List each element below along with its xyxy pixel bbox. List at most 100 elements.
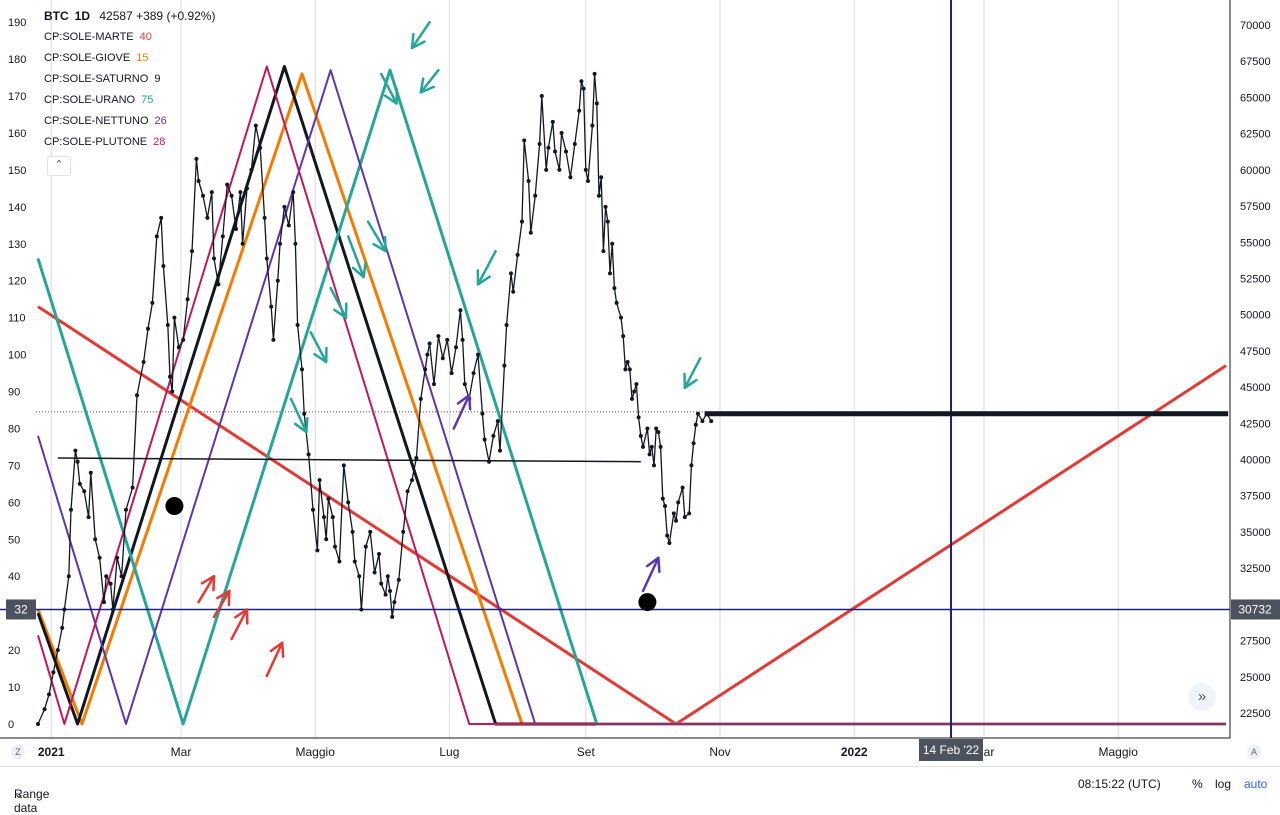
price-point <box>537 142 542 147</box>
price-point <box>471 371 476 376</box>
symbol-label[interactable]: BTC <box>44 9 69 23</box>
price-point <box>55 648 60 653</box>
price-point <box>676 500 681 505</box>
annotation-arrow-head <box>216 589 231 607</box>
price-point <box>579 79 584 84</box>
price-point <box>638 433 643 438</box>
left-axis-tick: 50 <box>8 534 20 546</box>
price-point <box>47 692 51 697</box>
price-point <box>636 415 641 420</box>
price-point <box>436 334 441 339</box>
scroll-to-realtime-button[interactable]: » <box>1188 683 1216 711</box>
price-point <box>539 94 544 99</box>
price-point <box>511 289 516 294</box>
price-point <box>383 592 388 597</box>
price-point <box>709 419 714 424</box>
percent-toggle[interactable]: % <box>1192 777 1203 791</box>
annotation-arrow-head <box>200 574 216 592</box>
log-toggle[interactable]: log <box>1215 777 1232 791</box>
right-axis-tick: 37500 <box>1240 491 1271 503</box>
annotation-arrow-shaft <box>419 68 440 94</box>
legend-item[interactable]: CP:SOLE-NETTUNO 26 <box>44 111 215 132</box>
price-point <box>693 422 698 427</box>
auto-scale-corner-button[interactable]: A <box>1247 745 1261 759</box>
price-point <box>168 374 172 379</box>
left-axis-marker-box <box>6 599 36 620</box>
right-axis-tick: 35000 <box>1240 527 1271 539</box>
right-axis-tick: 55000 <box>1240 237 1271 249</box>
price-point <box>341 463 346 468</box>
price-point <box>60 625 65 630</box>
price-point <box>249 167 254 172</box>
price-point <box>119 574 124 579</box>
annotation-arrow-shaft <box>452 393 471 430</box>
left-axis-tick: 100 <box>8 350 26 362</box>
chart-canvas[interactable]: 0102030405060708090100110120130140150160… <box>0 0 1280 766</box>
right-axis-tick: 70000 <box>1240 20 1271 32</box>
price-point <box>401 529 406 534</box>
annotation-arrow-shaft <box>230 608 249 641</box>
price-point <box>592 71 597 76</box>
price-point <box>170 389 175 394</box>
left-axis-tick: 110 <box>8 313 26 325</box>
price-point <box>625 359 630 364</box>
annotation-arrow-shaft <box>379 72 398 105</box>
price-point <box>150 300 155 305</box>
right-axis-tick: 47500 <box>1240 346 1271 358</box>
auto-toggle[interactable]: auto <box>1244 777 1268 791</box>
price-point <box>641 444 645 449</box>
price-point <box>630 396 634 401</box>
support-trendline <box>57 457 641 463</box>
price-point <box>649 444 654 449</box>
price-point <box>306 452 311 457</box>
price-point <box>553 149 557 154</box>
oscillator-line <box>37 65 1226 725</box>
price-point <box>495 419 500 424</box>
price-point <box>577 108 582 113</box>
price-point <box>559 130 564 135</box>
price-point <box>245 186 249 191</box>
collapse-legend-button[interactable]: ⌃ <box>47 156 71 176</box>
legend-item[interactable]: CP:SOLE-URANO 75 <box>44 90 215 111</box>
price-point <box>460 337 465 342</box>
price-point <box>159 215 164 220</box>
legend-item[interactable]: CP:SOLE-SATURNO 9 <box>44 69 215 90</box>
right-axis-tick: 57500 <box>1240 201 1271 213</box>
annotation-arrow-head <box>476 269 491 286</box>
price-point <box>504 323 509 328</box>
annotation-arrow-head <box>410 32 426 50</box>
price-point <box>82 489 87 494</box>
price-point <box>379 581 384 586</box>
timezone-corner-button[interactable]: Z <box>11 745 25 759</box>
right-axis-tick: 60000 <box>1240 165 1271 177</box>
price-point <box>115 555 120 560</box>
price-point <box>172 315 177 320</box>
legend-item[interactable]: CP:SOLE-PLUTONE 28 <box>44 132 215 153</box>
price-point <box>97 555 102 560</box>
annotation-arrow-head <box>372 235 387 253</box>
price-point <box>502 363 507 368</box>
price-point <box>93 537 98 542</box>
price-point <box>605 219 610 224</box>
price-point <box>568 175 573 180</box>
price-point <box>275 278 280 283</box>
annotation-arrow-head <box>419 77 435 94</box>
right-axis-tick: 42500 <box>1240 418 1271 430</box>
price-point <box>586 178 590 183</box>
right-axis-tick: 52500 <box>1240 273 1271 285</box>
annotation-arrow-shaft <box>476 249 497 286</box>
price-point <box>269 304 274 309</box>
price-point <box>634 382 639 387</box>
price-point <box>62 607 67 612</box>
price-point <box>526 178 531 183</box>
legend-item-value: 28 <box>153 136 166 148</box>
interval-label[interactable]: 1D <box>74 9 91 23</box>
price-point <box>557 167 562 172</box>
price-point <box>42 707 47 712</box>
price-point <box>216 282 221 287</box>
price-point <box>209 190 214 195</box>
legend-item[interactable]: CP:SOLE-GIOVE 15 <box>44 48 215 69</box>
legend-item[interactable]: CP:SOLE-MARTE 40 <box>44 27 215 48</box>
price-point <box>594 101 599 106</box>
clock-label[interactable]: 08:15:22 (UTC) <box>1078 777 1161 791</box>
